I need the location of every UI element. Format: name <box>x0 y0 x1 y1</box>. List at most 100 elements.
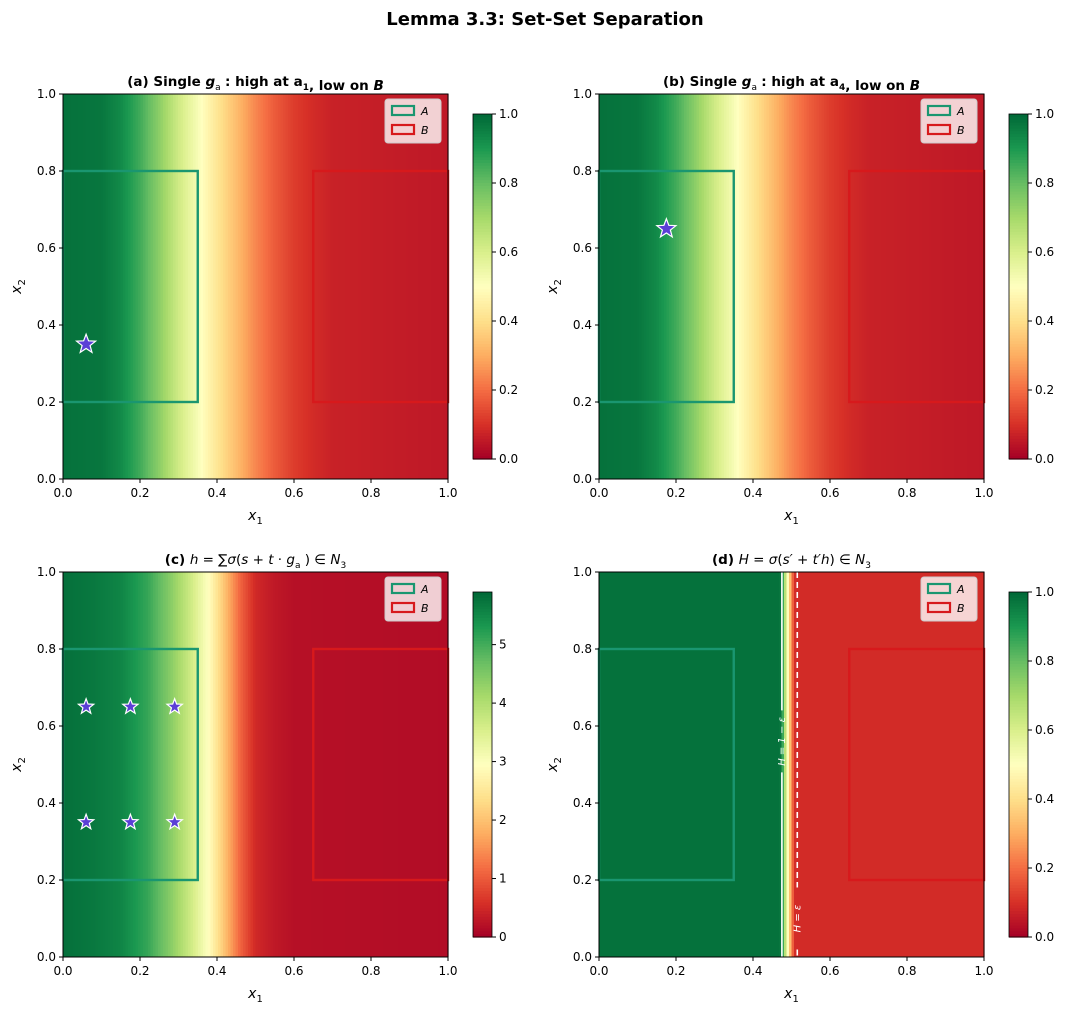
heatmap-cell <box>869 94 873 479</box>
colorbar-cell <box>1009 323 1028 328</box>
heatmap-cell <box>711 94 715 479</box>
colorbar-cell <box>473 778 492 783</box>
heatmap-cell <box>819 572 823 957</box>
x-tick-label: 0.2 <box>666 486 685 500</box>
heatmap-cell <box>649 94 653 479</box>
colorbar-cell <box>473 747 492 751</box>
heatmap-cell <box>929 94 933 479</box>
heatmap-cell <box>333 94 337 479</box>
colorbar-cell <box>473 773 492 777</box>
colorbar-cell <box>473 180 492 184</box>
colorbar-cell <box>1009 836 1028 840</box>
colorbar-cell <box>473 686 492 691</box>
heatmap-cell <box>403 94 407 479</box>
heatmap-cell <box>781 94 785 479</box>
colorbar-cell <box>1009 154 1028 158</box>
colorbar-cell <box>1009 787 1028 791</box>
colorbar-cell <box>473 836 492 840</box>
colorbar-cell <box>473 594 492 599</box>
heatmap-cell <box>295 572 299 957</box>
colorbar-cell <box>1009 896 1028 901</box>
heatmap-cell <box>165 572 169 957</box>
colorbar-cell <box>1009 315 1028 319</box>
heatmap-cell <box>899 94 903 479</box>
heatmap-cell <box>220 94 224 479</box>
heatmap-cell <box>776 94 780 479</box>
colorbar-cell <box>473 661 492 665</box>
colorbar-cell <box>473 822 492 826</box>
heatmap-cell <box>403 572 407 957</box>
colorbar-tick-label: 0.2 <box>1035 861 1054 875</box>
heatmap-cell <box>70 572 74 957</box>
colorbar-cell <box>473 148 492 152</box>
y-tick-label: 1.0 <box>37 87 56 101</box>
colorbar-cell <box>1009 873 1028 878</box>
heatmap-cell <box>916 572 920 957</box>
colorbar-cell <box>1009 684 1028 688</box>
heatmap-cell <box>378 94 382 479</box>
heatmap-cell <box>826 572 830 957</box>
heatmap-cell <box>338 94 342 479</box>
heatmap-cell <box>225 572 229 957</box>
colorbar-cell <box>473 704 492 708</box>
heatmap-cell <box>400 94 404 479</box>
heatmap-cell <box>80 94 84 479</box>
heatmap-cell <box>616 572 620 957</box>
colorbar-cell <box>473 796 492 800</box>
heatmap-cell <box>909 572 913 957</box>
colorbar-cell <box>1009 257 1028 262</box>
colorbar-cell <box>473 197 492 201</box>
colorbar-cell <box>473 114 492 118</box>
y-tick-label: 1.0 <box>573 565 592 579</box>
heatmap-cell <box>213 94 217 479</box>
heatmap-cell <box>709 572 713 957</box>
heatmap-cell <box>360 572 364 957</box>
heatmap-cell <box>736 94 740 479</box>
heatmap-cell <box>714 94 718 479</box>
colorbar-cell <box>473 211 492 216</box>
colorbar-cell <box>1009 208 1028 213</box>
heatmap-cell <box>611 572 615 957</box>
heatmap-cell <box>804 94 808 479</box>
legend-swatch-B <box>926 601 952 614</box>
colorbar-cell <box>1009 283 1028 288</box>
heatmap-cell <box>741 572 745 957</box>
marker-star <box>76 812 96 831</box>
heatmap-cell <box>861 572 865 957</box>
legend-box <box>384 576 442 622</box>
heatmap-cell <box>420 572 424 957</box>
heatmap-cell <box>789 94 793 479</box>
colorbar-cell <box>473 827 492 832</box>
heatmap-cell <box>799 572 803 957</box>
colorbar-cell <box>473 349 492 354</box>
colorbar-cell <box>473 744 492 748</box>
heatmap-cell <box>198 572 202 957</box>
heatmap-cell <box>829 94 833 479</box>
colorbar-cell <box>473 672 492 676</box>
heatmap-cell <box>951 94 955 479</box>
colorbar-cell <box>1009 707 1028 711</box>
colorbar-cell <box>473 200 492 204</box>
heatmap-cell <box>926 572 930 957</box>
heatmap-cell <box>168 94 172 479</box>
heatmap-cell <box>153 572 157 957</box>
colorbar-cell <box>473 629 492 633</box>
heatmap-cell <box>113 572 117 957</box>
colorbar-cell <box>1009 724 1028 728</box>
heatmap-cell <box>739 572 743 957</box>
heatmap-cell <box>644 94 648 479</box>
heatmap-cell <box>285 572 289 957</box>
x-tick-label: 1.0 <box>974 486 993 500</box>
heatmap-cell <box>726 94 730 479</box>
heatmap-cell <box>806 572 810 957</box>
heatmap-cell <box>696 94 700 479</box>
colorbar-cell <box>1009 640 1028 645</box>
heatmap-cell <box>255 572 259 957</box>
heatmap-cell <box>839 94 843 479</box>
heatmap-cell <box>188 572 192 957</box>
heatmap-cell <box>971 94 975 479</box>
heatmap-cell <box>428 94 432 479</box>
colorbar-cell <box>473 217 492 221</box>
colorbar-cell <box>473 833 492 837</box>
colorbar-cell <box>1009 801 1028 806</box>
